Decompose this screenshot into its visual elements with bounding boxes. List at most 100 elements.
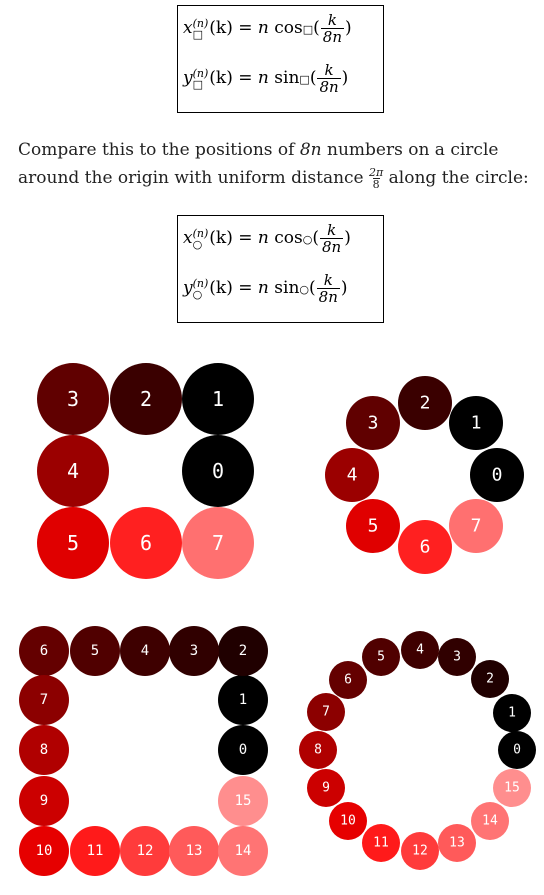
circle-16-label-12: 12: [412, 844, 428, 859]
circle-8-dot-5: [346, 499, 400, 553]
circle-16-dot-14: [471, 802, 509, 840]
square-16-dot-13: [169, 826, 219, 876]
circle-16-label-11: 11: [373, 836, 389, 851]
square-8-dot-7: [182, 507, 254, 579]
square-16-label-9: 9: [40, 793, 48, 809]
square-16-label-13: 13: [186, 843, 203, 859]
square-16-label-8: 8: [40, 742, 48, 758]
square-16-dot-9: [19, 776, 69, 826]
circle-16-dot-0: [498, 731, 536, 769]
circle-8-dot-6: [398, 520, 452, 574]
equation-y-circle: y (n) ○ (k) = n sin○(k 8n): [183, 271, 348, 306]
square-16-label-10: 10: [36, 843, 53, 859]
square-16-label-15: 15: [235, 793, 252, 809]
circle-16-label-15: 15: [504, 781, 520, 796]
circle-16-label-3: 3: [453, 650, 461, 665]
square-16-label-3: 3: [190, 643, 198, 659]
circle-8-label-6: 6: [420, 537, 431, 558]
circle-16-dot-9: [307, 769, 345, 807]
circle-8-dot-7: [449, 499, 503, 553]
circle-16-dot-10: [329, 802, 367, 840]
equation-box-square: [177, 5, 384, 113]
circle-16-label-5: 5: [377, 650, 385, 665]
square-8-label-7: 7: [212, 531, 224, 555]
square-16-label-14: 14: [235, 843, 252, 859]
square-16-dot-7: [19, 675, 69, 725]
square-8-label-0: 0: [212, 459, 224, 483]
square-16-label-5: 5: [91, 643, 99, 659]
square-8-dot-6: [110, 507, 182, 579]
square-16-label-1: 1: [239, 692, 247, 708]
circle-16-dot-6: [329, 661, 367, 699]
square-16-dot-0: [218, 725, 268, 775]
circle-16-dot-13: [438, 824, 476, 862]
circle-16-label-14: 14: [482, 814, 498, 829]
circle-16-dot-8: [299, 731, 337, 769]
square-16-label-2: 2: [239, 643, 247, 659]
circle-16-dot-7: [307, 693, 345, 731]
square-16-dot-2: [218, 626, 268, 676]
square-16-label-6: 6: [40, 643, 48, 659]
circle-8-dot-1: [449, 396, 503, 450]
circle-16-dot-4: [401, 631, 439, 669]
square-8-dot-1: [182, 363, 254, 435]
equation-y-square: y (n) □ (k) = n sin□(k 8n): [183, 61, 349, 96]
square-16-label-11: 11: [87, 843, 104, 859]
square-8-dot-3: [37, 363, 109, 435]
square-16-dot-12: [120, 826, 170, 876]
equation-x-circle: x (n) ○ (k) = n cos○(k 8n): [183, 221, 351, 256]
square-8-label-4: 4: [67, 459, 79, 483]
circle-16-dot-5: [362, 638, 400, 676]
square-8-dot-5: [37, 507, 109, 579]
circle-16-label-0: 0: [513, 743, 521, 758]
circle-16-label-6: 6: [344, 673, 352, 688]
circle-8-label-3: 3: [368, 413, 379, 434]
circle-16-label-10: 10: [340, 814, 356, 829]
circle-8-label-5: 5: [368, 516, 379, 537]
square-16-label-0: 0: [239, 742, 247, 758]
description-paragraph: Compare this to the positions of 8n numb…: [18, 140, 529, 191]
circle-8-label-7: 7: [471, 516, 482, 537]
equation-x-square: x (n) □ (k) = n cos□(k 8n): [183, 11, 352, 46]
circle-16-dot-11: [362, 824, 400, 862]
circle-16-label-9: 9: [322, 781, 330, 796]
square-16-dot-1: [218, 675, 268, 725]
square-16-dot-14: [218, 826, 268, 876]
circle-16-label-1: 1: [508, 706, 516, 721]
equation-box-circle: [177, 215, 384, 323]
square-8-label-6: 6: [140, 531, 152, 555]
circle-16-label-8: 8: [314, 743, 322, 758]
square-16-dot-10: [19, 826, 69, 876]
figure-square-8: 0 1 2 3 4 5 6 7: [37, 363, 254, 579]
square-16-dot-8: [19, 725, 69, 775]
circle-16-label-7: 7: [322, 705, 330, 720]
square-16-dot-5: [70, 626, 120, 676]
square-8-dot-4: [37, 435, 109, 507]
figure-circle-8: 0 1 2 3 4 5 6 7: [325, 376, 524, 574]
square-16-label-7: 7: [40, 692, 48, 708]
square-8-dot-2: [110, 363, 182, 435]
circle-16-dot-3: [438, 638, 476, 676]
square-8-label-3: 3: [67, 387, 79, 411]
circle-16-label-2: 2: [486, 672, 494, 687]
square-16-dot-4: [120, 626, 170, 676]
circle-8-dot-2: [398, 376, 452, 430]
circle-8-label-4: 4: [347, 465, 358, 486]
circle-8-dot-0: [470, 448, 524, 502]
circle-8-label-2: 2: [420, 393, 431, 414]
square-16-dot-11: [70, 826, 120, 876]
circle-16-dot-12: [401, 832, 439, 870]
circle-8-label-0: 0: [492, 465, 503, 486]
circle-16-dot-1: [493, 694, 531, 732]
square-16-dot-3: [169, 626, 219, 676]
circle-8-dot-3: [346, 396, 400, 450]
square-16-dot-15: [218, 776, 268, 826]
circle-8-dot-4: [325, 448, 379, 502]
circle-16-dot-15: [493, 769, 531, 807]
square-8-label-2: 2: [140, 387, 152, 411]
square-8-label-5: 5: [67, 531, 79, 555]
square-8-dot-0: [182, 435, 254, 507]
